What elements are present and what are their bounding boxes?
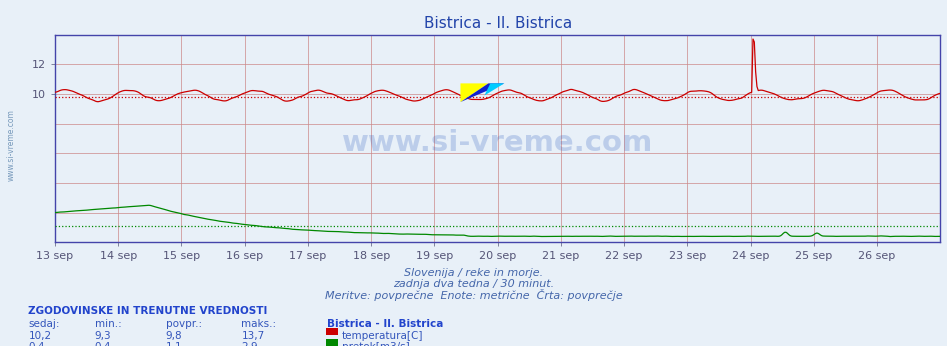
Text: www.si-vreme.com: www.si-vreme.com (342, 129, 653, 156)
Text: min.:: min.: (95, 319, 121, 329)
Text: Slovenija / reke in morje.: Slovenija / reke in morje. (404, 268, 543, 278)
Text: 1,1: 1,1 (166, 342, 183, 346)
Polygon shape (460, 83, 489, 102)
Text: 2,9: 2,9 (241, 342, 259, 346)
Text: sedaj:: sedaj: (28, 319, 60, 329)
Text: www.si-vreme.com: www.si-vreme.com (7, 109, 16, 181)
Text: pretok[m3/s]: pretok[m3/s] (342, 342, 410, 346)
Text: 9,8: 9,8 (166, 331, 183, 341)
Text: 13,7: 13,7 (241, 331, 265, 341)
Text: Meritve: povprečne  Enote: metrične  Črta: povprečje: Meritve: povprečne Enote: metrične Črta:… (325, 289, 622, 301)
Text: 0,4: 0,4 (95, 342, 111, 346)
Polygon shape (484, 83, 505, 95)
Text: 0,4: 0,4 (28, 342, 45, 346)
Text: ZGODOVINSKE IN TRENUTNE VREDNOSTI: ZGODOVINSKE IN TRENUTNE VREDNOSTI (28, 306, 268, 316)
Text: Bistrica - Il. Bistrica: Bistrica - Il. Bistrica (327, 319, 443, 329)
Text: maks.:: maks.: (241, 319, 277, 329)
Text: povpr.:: povpr.: (166, 319, 202, 329)
Title: Bistrica - Il. Bistrica: Bistrica - Il. Bistrica (423, 16, 572, 31)
Polygon shape (460, 83, 505, 102)
Text: 9,3: 9,3 (95, 331, 112, 341)
Text: zadnja dva tedna / 30 minut.: zadnja dva tedna / 30 minut. (393, 279, 554, 289)
Text: temperatura[C]: temperatura[C] (342, 331, 423, 341)
Text: 10,2: 10,2 (28, 331, 51, 341)
